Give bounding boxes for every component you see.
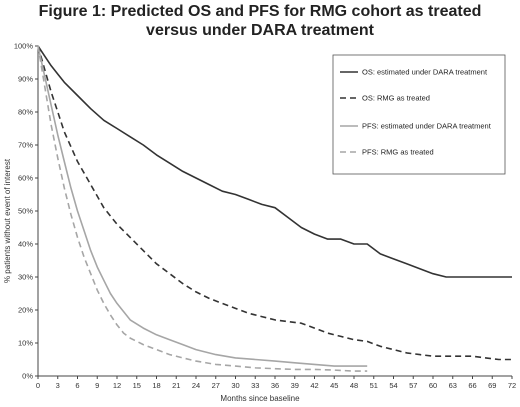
x-tick-label: 66 <box>468 381 476 390</box>
x-tick-label: 57 <box>409 381 417 390</box>
series-line-4 <box>37 45 368 372</box>
chart-title-line1: Figure 1: Predicted OS and PFS for RMG c… <box>38 3 482 20</box>
chart-title: Figure 1: Predicted OS and PFS for RMG c… <box>0 2 520 40</box>
series-line-2 <box>37 45 512 361</box>
y-tick-label: 60% <box>18 174 33 183</box>
x-tick-label: 51 <box>370 381 378 390</box>
y-tick-label: 80% <box>18 108 33 117</box>
x-tick-label: 6 <box>75 381 79 390</box>
legend-label-3: PFS: estimated under DARA treatment <box>362 122 492 131</box>
x-tick-label: 45 <box>330 381 338 390</box>
y-tick-label: 70% <box>18 141 33 150</box>
x-tick-label: 42 <box>310 381 318 390</box>
x-tick-label: 30 <box>231 381 239 390</box>
y-tick-label: 40% <box>18 240 33 249</box>
y-tick-label: 50% <box>18 207 33 216</box>
y-tick-label: 0% <box>22 372 33 381</box>
y-tick-label: 10% <box>18 339 33 348</box>
chart-title-line2: versus under DARA treatment <box>146 22 374 39</box>
y-tick-label: 20% <box>18 306 33 315</box>
y-tick-label: 90% <box>18 75 33 84</box>
series-line-3 <box>37 45 368 367</box>
x-tick-label: 36 <box>271 381 279 390</box>
x-tick-label: 27 <box>212 381 220 390</box>
x-tick-label: 72 <box>508 381 516 390</box>
x-tick-label: 39 <box>291 381 299 390</box>
x-tick-label: 3 <box>56 381 60 390</box>
legend-label-4: PFS: RMG as treated <box>362 148 434 157</box>
legend: OS: estimated under DARA treatment OS: RM… <box>332 54 506 175</box>
legend-box <box>332 54 506 175</box>
x-tick-label: 33 <box>251 381 259 390</box>
x-tick-label: 60 <box>429 381 437 390</box>
x-tick-label: 54 <box>389 381 397 390</box>
x-tick-label: 18 <box>152 381 160 390</box>
series-lines <box>37 45 512 372</box>
legend-label-1: OS: estimated under DARA treatment <box>362 68 488 77</box>
y-tick-label: 30% <box>18 273 33 282</box>
x-tick-label: 12 <box>113 381 121 390</box>
x-tick-label: 24 <box>192 381 200 390</box>
y-axis-label: % patients without event of interest <box>3 158 12 283</box>
series-line-1 <box>37 45 512 278</box>
legend-label-2: OS: RMG as treated <box>362 94 430 103</box>
x-tick-label: 9 <box>95 381 99 390</box>
x-tick-label: 21 <box>172 381 180 390</box>
x-axis-label: Months since baseline <box>220 394 300 403</box>
axes: 0%10%20%30%40%50%60%70%80%90%100%0 3 6 9 12 1… <box>3 42 516 404</box>
y-tick-label: 100% <box>14 42 34 51</box>
x-tick-label: 15 <box>133 381 141 390</box>
x-tick-label: 0 <box>36 381 40 390</box>
x-tick-label: 63 <box>449 381 457 390</box>
x-tick-label: 69 <box>488 381 496 390</box>
x-tick-label: 48 <box>350 381 358 390</box>
